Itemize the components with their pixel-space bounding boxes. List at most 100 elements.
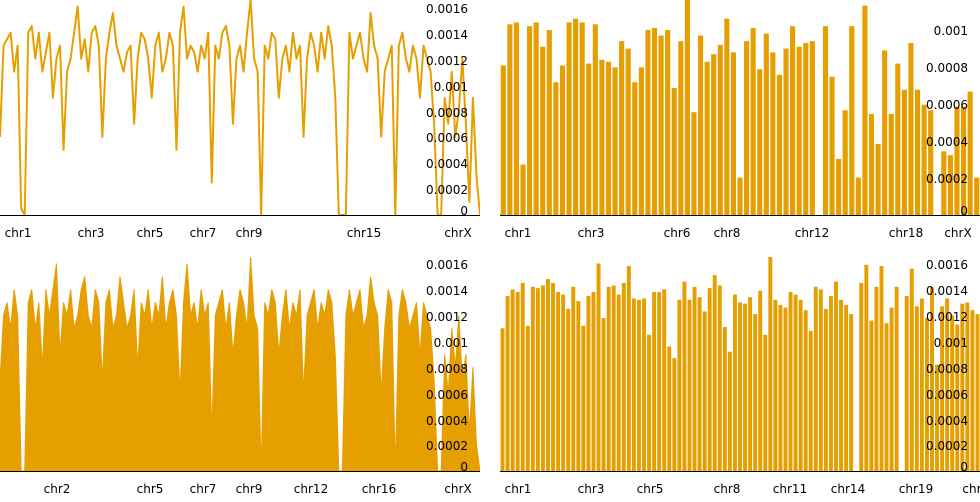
x-tick-label: chrX [444, 482, 471, 496]
bar [606, 286, 611, 471]
bar [533, 22, 539, 216]
bar [687, 299, 692, 471]
bar [839, 299, 844, 471]
x-tick-label: chr1 [505, 482, 532, 496]
bar [566, 308, 571, 471]
bar [573, 18, 579, 216]
bar [652, 292, 657, 471]
bar [796, 46, 802, 215]
bar [717, 44, 723, 216]
bar [803, 310, 808, 471]
bar [895, 63, 901, 215]
bar [947, 155, 953, 215]
bar [579, 22, 585, 216]
x-tick-label: chr6 [664, 226, 691, 240]
x-tick-label: chr18 [889, 226, 923, 240]
bar [691, 112, 697, 215]
bar [625, 48, 631, 215]
y-tick-label: 0.0016 [426, 2, 468, 16]
bar [809, 41, 815, 215]
bar [757, 69, 763, 215]
bar [974, 177, 980, 215]
bar [855, 177, 861, 215]
y-tick-label: 0.0004 [426, 414, 468, 428]
bar [556, 292, 561, 471]
y-tick-label: 0 [960, 460, 968, 474]
bar [651, 28, 658, 215]
bar [961, 106, 967, 215]
bar [730, 52, 736, 215]
bar [520, 164, 526, 215]
bar [904, 295, 909, 471]
bar [914, 306, 919, 471]
bar [930, 286, 934, 471]
plot-area [0, 0, 480, 216]
y-tick-label: 0 [460, 460, 468, 474]
bar [822, 26, 829, 216]
y-tick-label: 0.0002 [926, 172, 968, 186]
x-tick-label: chr9 [236, 482, 263, 496]
bar [591, 292, 596, 471]
bar [844, 304, 849, 471]
bar [667, 346, 672, 471]
bar [638, 67, 644, 215]
x-tick-label: chr8 [714, 482, 741, 496]
y-tick-label: 0.0008 [426, 362, 468, 376]
y-tick-label: 0.0006 [426, 131, 468, 145]
bar [909, 268, 914, 471]
chart-panel-1: chr1 chr3 chr5 chr7 chr9 chr15 chrX 0.0016 0.001… [0, 0, 480, 240]
bar [540, 46, 546, 215]
y-tick-label: 0.0008 [426, 106, 468, 120]
x-tick-label: chr3 [578, 482, 605, 496]
y-tick-label: 0.0012 [926, 310, 968, 324]
bar [677, 299, 682, 471]
x-tick-label: chr [962, 482, 980, 496]
bar [586, 63, 592, 215]
bar [738, 302, 742, 471]
y-tick-label: 0.001 [434, 80, 468, 94]
y-tick-label: 0.0004 [926, 135, 968, 149]
bar [658, 35, 664, 215]
bar [783, 48, 789, 215]
x-tick-label: chr1 [505, 226, 532, 240]
bar [642, 298, 646, 471]
y-tick-label: 0.001 [934, 336, 968, 350]
bar [553, 82, 559, 215]
bar [813, 286, 818, 471]
y-tick-label: 0 [960, 204, 968, 218]
bar [778, 304, 783, 471]
bar [500, 65, 506, 216]
bar [571, 286, 576, 471]
y-tick-label: 0.0004 [426, 157, 468, 171]
bar [862, 5, 868, 215]
bar [724, 18, 730, 216]
bar [960, 303, 965, 471]
x-tick-label: chr9 [236, 226, 263, 240]
bar [921, 104, 927, 215]
bar [697, 35, 704, 215]
y-tick-label: 0.0014 [926, 284, 968, 298]
bar [546, 279, 550, 471]
bar [513, 22, 519, 216]
bar [763, 33, 769, 216]
y-tick-label: 0.0012 [426, 310, 468, 324]
bar [566, 22, 572, 216]
bar [935, 364, 940, 471]
bar [621, 282, 626, 471]
x-tick-label: chr3 [78, 226, 105, 240]
bar [500, 328, 505, 471]
y-tick-label: 0.001 [434, 336, 468, 350]
y-tick-label: 0.001 [934, 24, 968, 38]
bar [864, 264, 869, 471]
y-tick-label: 0.0012 [426, 54, 468, 68]
y-tick-label: 0.0016 [426, 258, 468, 272]
x-tick-label: chr16 [362, 482, 396, 496]
bar [836, 158, 842, 215]
bar [612, 67, 618, 215]
bar [665, 29, 671, 215]
bar [940, 306, 945, 471]
x-tick-label: chr8 [714, 226, 741, 240]
bar [768, 257, 773, 471]
bar [901, 89, 907, 215]
x-tick-label: chrX [444, 226, 471, 240]
